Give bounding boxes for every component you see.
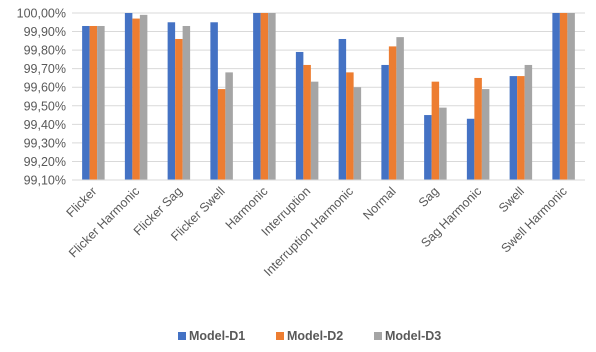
bar-model-d2	[431, 81, 440, 180]
bar-model-d2	[260, 13, 269, 180]
y-tick-label: 99,90%	[24, 25, 66, 39]
legend-label: Model-D1	[189, 329, 245, 343]
bar-model-d2	[559, 13, 568, 180]
bar-model-d2	[346, 72, 354, 180]
bar-model-d1	[210, 22, 218, 181]
legend-swatch	[374, 332, 382, 340]
bar-model-d1	[424, 115, 432, 180]
bar-model-d2	[474, 77, 482, 180]
gridlines	[72, 12, 585, 162]
bar-model-d3	[310, 81, 319, 180]
bar-model-d2	[175, 38, 183, 180]
legend-swatch	[276, 332, 284, 340]
x-category-label: Swell	[496, 184, 527, 215]
y-axis-tick-labels: 99,10% 99,20% 99,30% 99,40% 99,50% 99,60% 99,7…	[17, 7, 66, 188]
bar-model-d3	[396, 37, 404, 180]
y-tick-label: 99,60%	[24, 81, 66, 95]
legend-swatch	[178, 332, 186, 340]
bar-model-d1	[253, 13, 261, 180]
y-tick-label: 99,50%	[24, 99, 66, 113]
y-tick-label: 99,80%	[24, 44, 66, 58]
bar-model-d2	[517, 76, 525, 180]
bar-model-d2	[303, 64, 311, 180]
bar-model-d2	[89, 25, 98, 180]
bar-model-d3	[225, 72, 233, 180]
y-tick-label: 100,00%	[17, 7, 66, 21]
bar-model-d2	[132, 18, 140, 180]
bar-model-d3	[439, 107, 447, 180]
legend: Model-D1 Model-D2 Model-D3	[178, 329, 441, 343]
bar-model-d1	[124, 13, 133, 180]
bar-model-d2	[217, 89, 226, 180]
bar-model-d1	[509, 76, 518, 180]
x-category-label: Flicker	[64, 184, 100, 220]
y-tick-label: 99,10%	[24, 174, 66, 188]
bar-model-d3	[97, 25, 105, 180]
bar-model-d3	[139, 14, 148, 180]
bar-model-d3	[353, 87, 362, 180]
x-category-label: Normal	[360, 184, 398, 222]
bar-model-d1	[466, 118, 475, 180]
y-tick-label: 99,30%	[24, 136, 66, 150]
bar-model-d1	[381, 64, 389, 180]
bar-model-d3	[182, 25, 191, 180]
bar-model-d3	[481, 89, 490, 180]
y-tick-label: 99,40%	[24, 118, 66, 132]
bar-model-d1	[552, 13, 560, 180]
bar-model-d1	[338, 38, 347, 180]
bar-model-d3	[567, 13, 575, 180]
legend-label: Model-D2	[287, 329, 343, 343]
x-category-label: Sag	[416, 184, 442, 210]
bars	[82, 13, 575, 181]
bar-model-d1	[82, 25, 90, 180]
bar-model-d3	[268, 13, 276, 180]
bar-model-d2	[388, 46, 397, 181]
bar-model-d1	[167, 22, 176, 181]
bar-model-d3	[524, 64, 533, 180]
bar-model-d1	[295, 51, 304, 180]
legend-label: Model-D3	[385, 329, 441, 343]
y-tick-label: 99,20%	[24, 155, 66, 169]
y-tick-label: 99,70%	[24, 62, 66, 76]
